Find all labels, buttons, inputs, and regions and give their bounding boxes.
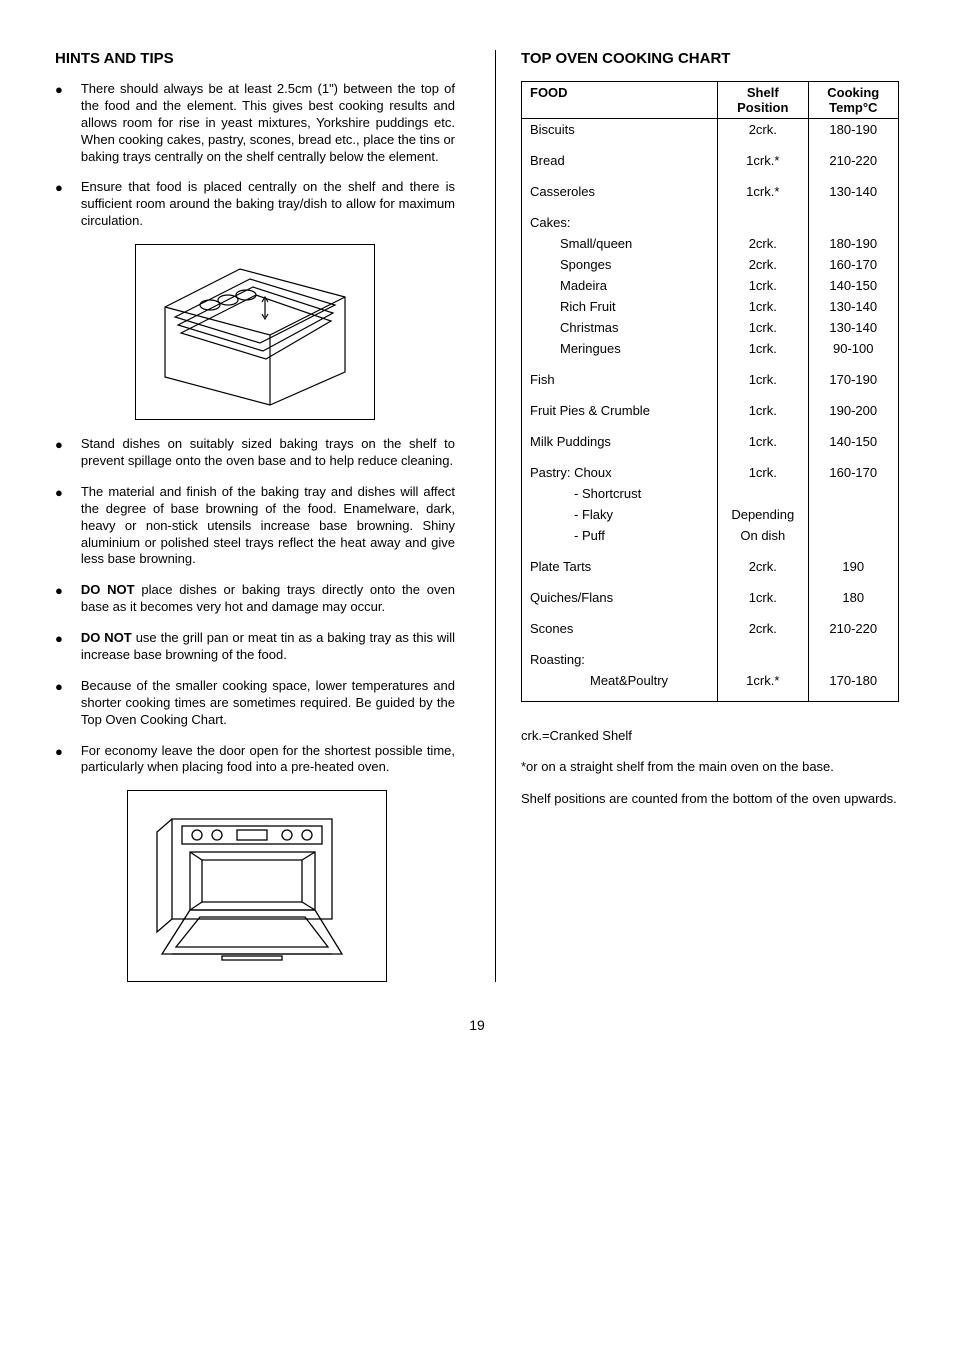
table-row xyxy=(522,421,899,431)
table-row xyxy=(522,608,899,618)
col-header-shelf: Shelf Position xyxy=(718,82,808,119)
table-row: Bread1crk.*210-220 xyxy=(522,150,899,171)
table-row: Madeira1crk.140-150 xyxy=(522,275,899,296)
table-row: Fruit Pies & Crumble1crk.190-200 xyxy=(522,400,899,421)
hints-heading: HINTS AND TIPS xyxy=(55,50,455,67)
table-row xyxy=(522,171,899,181)
table-row: Casseroles1crk.*130-140 xyxy=(522,181,899,202)
table-row: Cakes: xyxy=(522,212,899,233)
col-header-temp: Cooking Temp°C xyxy=(808,82,898,119)
hint-item: For economy leave the door open for the … xyxy=(55,743,455,777)
oven-door-diagram xyxy=(127,790,387,982)
table-row xyxy=(522,577,899,587)
table-row xyxy=(522,546,899,556)
table-row: Roasting: xyxy=(522,649,899,670)
table-row: - FlakyDepending xyxy=(522,504,899,525)
table-row xyxy=(522,202,899,212)
col-header-food: FOOD xyxy=(522,82,718,119)
oven-shelf-diagram xyxy=(135,244,375,420)
table-row: Milk Puddings1crk.140-150 xyxy=(522,431,899,452)
hint-item: The material and finish of the baking tr… xyxy=(55,484,455,568)
hints-list-cont: Stand dishes on suitably sized baking tr… xyxy=(55,436,455,776)
hints-list: There should always be at least 2.5cm (1… xyxy=(55,81,455,230)
hint-item: DO NOT place dishes or baking trays dire… xyxy=(55,582,455,616)
table-row: Small/queen2crk.180-190 xyxy=(522,233,899,254)
hint-item: DO NOT use the grill pan or meat tin as … xyxy=(55,630,455,664)
table-row: Meringues1crk.90-100 xyxy=(522,338,899,359)
note-text: *or on a straight shelf from the main ov… xyxy=(521,758,899,776)
table-row: Fish1crk.170-190 xyxy=(522,369,899,390)
hint-item: Stand dishes on suitably sized baking tr… xyxy=(55,436,455,470)
table-row: Biscuits2crk.180-190 xyxy=(522,119,899,141)
note-text: Shelf positions are counted from the bot… xyxy=(521,790,899,808)
hint-item: Ensure that food is placed centrally on … xyxy=(55,179,455,230)
table-row: Sponges2crk.160-170 xyxy=(522,254,899,275)
table-row: Christmas1crk.130-140 xyxy=(522,317,899,338)
chart-notes: crk.=Cranked Shelf *or on a straight she… xyxy=(521,727,899,808)
page-number: 19 xyxy=(55,1017,899,1033)
left-column: HINTS AND TIPS There should always be at… xyxy=(55,50,455,982)
table-row: Scones2crk.210-220 xyxy=(522,618,899,639)
hint-item: Because of the smaller cooking space, lo… xyxy=(55,678,455,729)
table-row xyxy=(522,452,899,462)
table-row: Quiches/Flans1crk.180 xyxy=(522,587,899,608)
table-row xyxy=(522,140,899,150)
table-row xyxy=(522,639,899,649)
table-row: - Shortcrust xyxy=(522,483,899,504)
table-row: Pastry: Choux1crk.160-170 xyxy=(522,462,899,483)
note-text: crk.=Cranked Shelf xyxy=(521,727,899,745)
table-row xyxy=(522,390,899,400)
table-row: Rich Fruit1crk.130-140 xyxy=(522,296,899,317)
right-column: TOP OVEN COOKING CHART FOOD Shelf Positi… xyxy=(495,50,899,982)
table-row xyxy=(522,359,899,369)
chart-heading: TOP OVEN COOKING CHART xyxy=(521,50,899,67)
cooking-chart-table: FOOD Shelf Position Cooking Temp°C Biscu… xyxy=(521,81,899,702)
table-row xyxy=(522,691,899,701)
table-row: Plate Tarts2crk.190 xyxy=(522,556,899,577)
hint-item: There should always be at least 2.5cm (1… xyxy=(55,81,455,165)
table-row: - PuffOn dish xyxy=(522,525,899,546)
table-row: Meat&Poultry1crk.*170-180 xyxy=(522,670,899,691)
